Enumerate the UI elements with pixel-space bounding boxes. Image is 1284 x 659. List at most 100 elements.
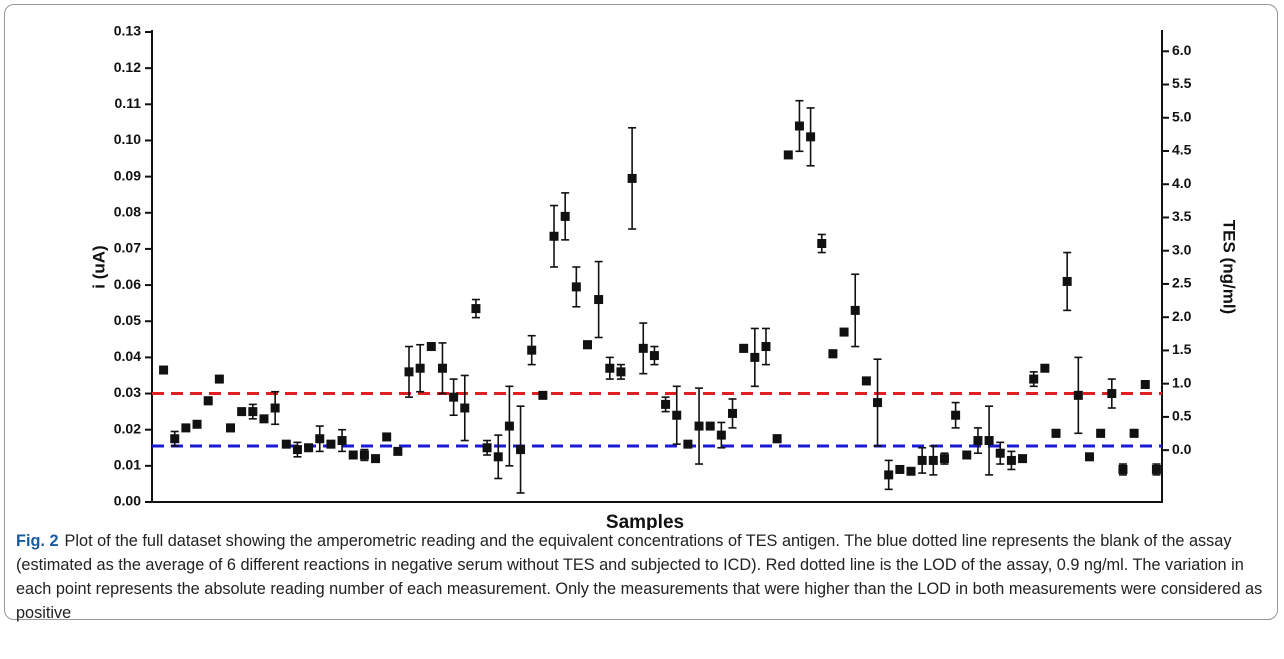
point xyxy=(973,436,983,446)
y-tick-label: 0.11 xyxy=(115,95,142,111)
point xyxy=(571,282,581,292)
point xyxy=(292,445,302,455)
y-tick-label: 0.01 xyxy=(114,457,141,473)
point xyxy=(1040,363,1050,373)
y2-tick-label: 6.0 xyxy=(1172,42,1192,58)
y-tick-label: 0.02 xyxy=(114,420,141,436)
point xyxy=(672,410,682,420)
caption-text: Plot of the full dataset showing the amp… xyxy=(16,532,1263,622)
point xyxy=(1051,428,1061,438)
point xyxy=(348,450,358,460)
y2-tick-label: 3.0 xyxy=(1172,241,1192,257)
point xyxy=(1151,464,1161,474)
point xyxy=(192,419,202,429)
point xyxy=(560,211,570,221)
y2-tick-label: 1.0 xyxy=(1172,374,1192,390)
point xyxy=(359,450,369,460)
point xyxy=(683,439,693,449)
point xyxy=(1107,389,1117,399)
point xyxy=(839,327,849,337)
point xyxy=(281,439,291,449)
point xyxy=(516,445,526,455)
point xyxy=(750,352,760,362)
point xyxy=(761,342,771,352)
point xyxy=(337,436,347,446)
point xyxy=(482,443,492,453)
point xyxy=(817,239,827,248)
y-tick-label: 0.13 xyxy=(114,23,141,39)
y-tick-label: 0.06 xyxy=(114,276,141,292)
point xyxy=(159,365,169,375)
y-tick-label: 0.03 xyxy=(114,384,141,400)
point xyxy=(437,363,447,373)
y2-tick-label: 1.5 xyxy=(1172,341,1192,357)
point xyxy=(694,421,704,431)
x-axis-label: Samples xyxy=(606,512,684,530)
point xyxy=(984,436,994,446)
point xyxy=(661,399,671,409)
point xyxy=(917,455,927,465)
point xyxy=(884,470,894,480)
y2-tick-label: 2.0 xyxy=(1172,308,1192,324)
point xyxy=(1006,455,1016,465)
y-tick-label: 0.00 xyxy=(114,493,141,509)
y-tick-label: 0.04 xyxy=(114,348,141,364)
point xyxy=(203,396,213,406)
point xyxy=(527,345,537,355)
point xyxy=(382,432,392,442)
point xyxy=(939,454,949,464)
y2-tick-label: 4.0 xyxy=(1172,175,1192,191)
point xyxy=(716,430,726,440)
point xyxy=(616,367,626,377)
point xyxy=(304,443,314,453)
point xyxy=(237,407,247,417)
point xyxy=(928,455,938,465)
y2-tick-label: 5.0 xyxy=(1172,108,1192,124)
point xyxy=(315,434,325,444)
point xyxy=(226,423,236,433)
point xyxy=(1084,452,1094,462)
point xyxy=(594,295,604,305)
point xyxy=(705,421,715,431)
point xyxy=(426,342,436,352)
y2-tick-label: 3.5 xyxy=(1172,208,1192,224)
point xyxy=(460,403,470,413)
point xyxy=(1096,428,1106,438)
point xyxy=(170,434,180,444)
point xyxy=(270,403,280,413)
point xyxy=(248,407,258,417)
point xyxy=(326,439,336,449)
point xyxy=(828,349,838,359)
point xyxy=(549,231,559,241)
y2-tick-label: 5.5 xyxy=(1172,75,1192,91)
caption-label: Fig. 2 xyxy=(16,532,59,550)
point xyxy=(493,452,503,462)
point xyxy=(739,343,749,353)
y2-tick-label: 4.5 xyxy=(1172,142,1192,158)
point xyxy=(951,410,961,420)
point xyxy=(404,367,414,377)
y-axis-label: i (uA) xyxy=(89,245,108,288)
y-tick-label: 0.07 xyxy=(114,240,141,256)
point xyxy=(728,408,738,418)
point xyxy=(471,304,481,314)
point xyxy=(415,363,425,373)
point xyxy=(259,414,269,424)
point xyxy=(627,173,637,183)
point xyxy=(181,423,191,433)
point xyxy=(638,343,648,353)
y-tick-label: 0.12 xyxy=(114,59,141,75)
y-tick-label: 0.10 xyxy=(114,131,141,147)
point xyxy=(1129,428,1139,438)
point xyxy=(214,374,224,384)
point xyxy=(806,132,816,142)
point xyxy=(605,363,615,373)
y2-axis-label: TES (ng/ml) xyxy=(1220,220,1239,314)
point xyxy=(649,351,659,361)
point xyxy=(895,464,905,474)
chart: Samples i (uA) TES (ng/ml) 0.00 0.01 0.02 0… xyxy=(89,23,1239,530)
point xyxy=(1062,276,1072,286)
point xyxy=(850,305,860,315)
y-tick-label: 0.08 xyxy=(114,203,141,219)
point xyxy=(504,421,514,431)
